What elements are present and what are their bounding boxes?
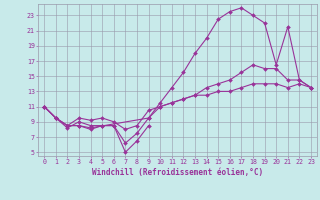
X-axis label: Windchill (Refroidissement éolien,°C): Windchill (Refroidissement éolien,°C) <box>92 168 263 177</box>
